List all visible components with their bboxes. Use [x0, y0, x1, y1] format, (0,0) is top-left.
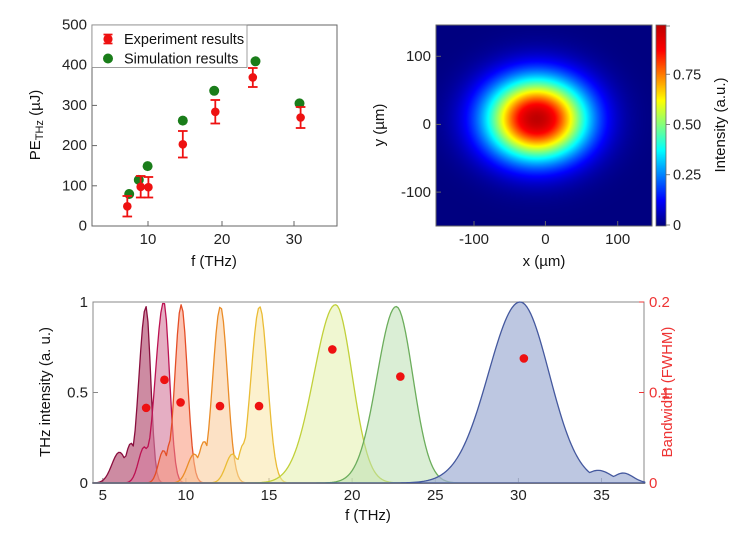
svg-text:0: 0 [541, 231, 549, 248]
svg-text:0: 0 [79, 218, 87, 235]
svg-text:500: 500 [62, 17, 87, 34]
svg-text:400: 400 [62, 57, 87, 74]
svg-text:100: 100 [406, 48, 431, 65]
svg-text:300: 300 [62, 97, 87, 114]
svg-text:0.5: 0.5 [67, 385, 88, 402]
svg-text:25: 25 [427, 487, 444, 504]
svg-text:0.75: 0.75 [673, 68, 701, 84]
svg-text:0: 0 [673, 218, 681, 234]
svg-text:0: 0 [80, 475, 88, 492]
svg-text:0.50: 0.50 [673, 118, 701, 134]
svg-text:30: 30 [510, 487, 527, 504]
svg-text:0: 0 [649, 475, 657, 492]
svg-text:30: 30 [286, 231, 303, 248]
svg-text:100: 100 [605, 231, 630, 248]
svg-text:Bandwidth (FWHM): Bandwidth (FWHM) [659, 327, 676, 458]
svg-text:35: 35 [593, 487, 610, 504]
svg-text:5: 5 [99, 487, 107, 504]
svg-text:0: 0 [423, 116, 431, 133]
svg-text:1: 1 [80, 294, 88, 311]
svg-text:100: 100 [62, 177, 87, 194]
svg-text:x (µm): x (µm) [523, 253, 566, 270]
svg-text:200: 200 [62, 137, 87, 154]
svg-text:0.2: 0.2 [649, 294, 670, 311]
svg-text:10: 10 [140, 231, 157, 248]
svg-text:y (µm): y (µm) [371, 104, 388, 147]
svg-text:20: 20 [214, 231, 231, 248]
svg-text:f (THz): f (THz) [191, 253, 237, 270]
svg-text:-100: -100 [459, 231, 489, 248]
svg-text:Simulation results: Simulation results [124, 52, 238, 68]
svg-text:Experiment results: Experiment results [124, 32, 244, 48]
svg-text:f (THz): f (THz) [345, 507, 391, 524]
svg-text:0.25: 0.25 [673, 168, 701, 184]
svg-text:THz intensity (a. u.): THz intensity (a. u.) [37, 327, 54, 457]
svg-text:15: 15 [261, 487, 278, 504]
svg-text:10: 10 [178, 487, 195, 504]
svg-text:Intensity (a.u.): Intensity (a.u.) [712, 77, 729, 172]
svg-text:-100: -100 [401, 184, 431, 201]
svg-text:20: 20 [344, 487, 361, 504]
